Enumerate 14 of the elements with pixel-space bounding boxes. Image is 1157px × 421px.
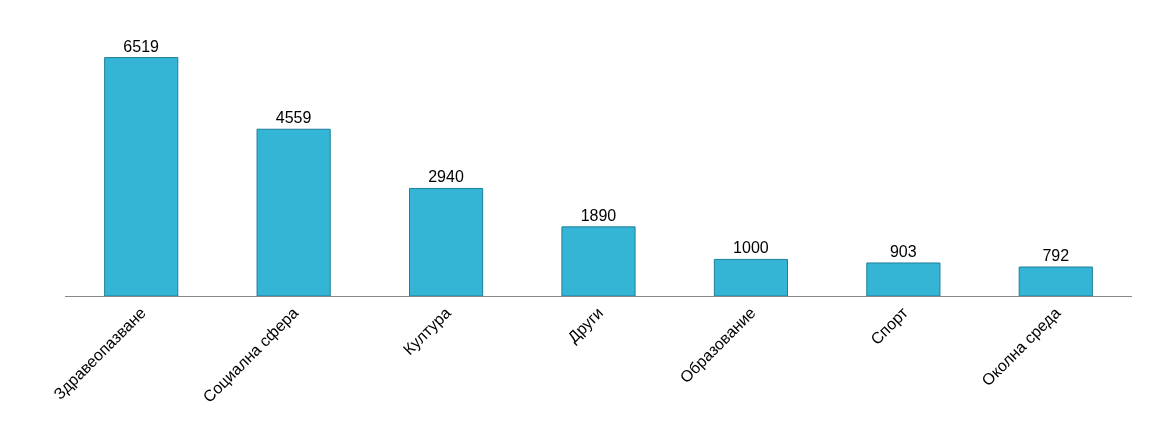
bar xyxy=(104,57,179,296)
bar xyxy=(256,128,331,296)
data-label: 2940 xyxy=(428,168,464,186)
bar xyxy=(408,187,484,296)
bar xyxy=(866,262,941,296)
bar xyxy=(561,226,636,296)
bar xyxy=(1018,266,1093,296)
data-label: 6519 xyxy=(123,37,160,55)
data-label: 903 xyxy=(889,242,917,260)
bar xyxy=(713,258,789,296)
data-label: 1890 xyxy=(580,206,617,224)
data-label: 1000 xyxy=(733,239,769,257)
data-label: 4559 xyxy=(275,109,312,127)
data-label: 792 xyxy=(1042,247,1070,265)
